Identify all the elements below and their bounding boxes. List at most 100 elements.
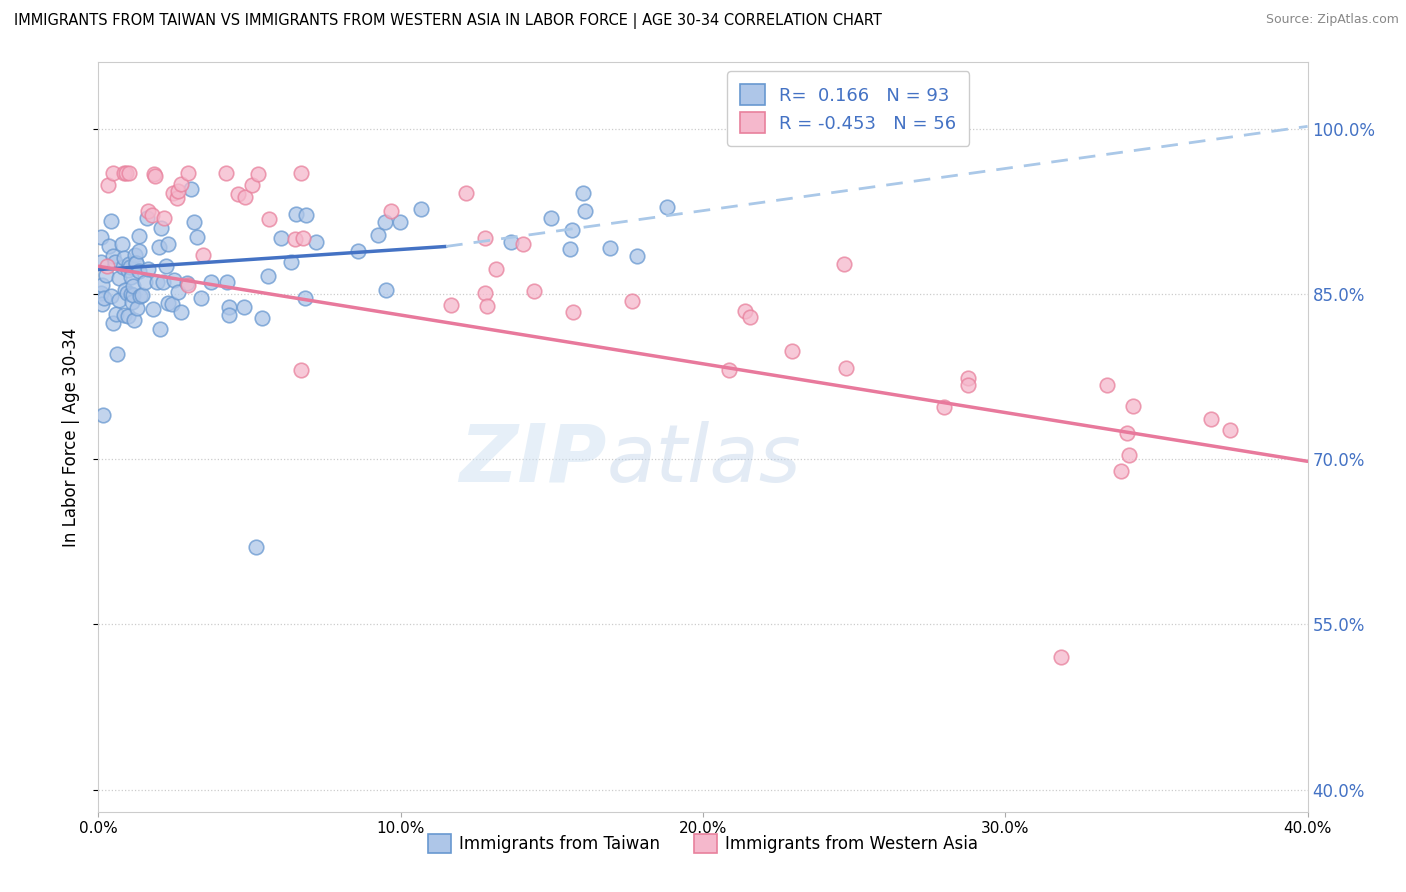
Point: [1116, 426, 1139, 441]
Point: [186, 229, 208, 244]
Point: [91, 277, 114, 292]
Point: [454, 186, 477, 200]
Point: [246, 167, 269, 181]
Point: [374, 215, 396, 229]
Point: [167, 184, 190, 198]
Point: [599, 241, 621, 255]
Point: [295, 208, 318, 222]
Point: [104, 255, 127, 269]
Point: [292, 231, 315, 245]
Point: [932, 401, 955, 415]
Point: [93, 291, 115, 305]
Point: [101, 249, 124, 263]
Point: [367, 228, 389, 243]
Point: [217, 275, 239, 289]
Point: [474, 285, 496, 300]
Point: [1049, 650, 1071, 665]
Point: [176, 276, 198, 290]
Point: [142, 167, 165, 181]
Point: [157, 296, 180, 310]
Point: [734, 304, 756, 318]
Point: [111, 236, 134, 251]
Point: [956, 371, 979, 385]
Point: [120, 287, 142, 301]
Point: [290, 166, 312, 180]
Point: [226, 187, 249, 202]
Point: [91, 297, 114, 311]
Point: [124, 247, 146, 261]
Point: [501, 235, 523, 250]
Point: [105, 307, 128, 321]
Point: [294, 291, 316, 305]
Point: [835, 360, 858, 375]
Point: [142, 301, 165, 316]
Text: ZIP: ZIP: [458, 420, 606, 499]
Point: [1095, 378, 1118, 392]
Point: [149, 321, 172, 335]
Point: [215, 166, 238, 180]
Point: [475, 300, 498, 314]
Point: [780, 343, 803, 358]
Point: [191, 248, 214, 262]
Point: [155, 259, 177, 273]
Point: [621, 294, 644, 309]
Point: [1201, 412, 1223, 426]
Point: [280, 255, 302, 269]
Point: [122, 279, 145, 293]
Point: [143, 169, 166, 183]
Point: [1118, 449, 1140, 463]
Point: [561, 223, 583, 237]
Point: [170, 305, 193, 319]
Point: [218, 308, 240, 322]
Point: [180, 181, 202, 195]
Point: [560, 242, 582, 256]
Point: [290, 363, 312, 377]
Point: [156, 237, 179, 252]
Text: Source: ZipAtlas.com: Source: ZipAtlas.com: [1265, 13, 1399, 27]
Point: [256, 268, 278, 283]
Point: [160, 297, 183, 311]
Point: [118, 257, 141, 271]
Point: [740, 310, 762, 324]
Point: [484, 262, 506, 277]
Point: [655, 200, 678, 214]
Point: [347, 244, 370, 258]
Y-axis label: In Labor Force | Age 30-34: In Labor Force | Age 30-34: [62, 327, 80, 547]
Point: [121, 295, 143, 310]
Point: [134, 276, 156, 290]
Point: [114, 283, 136, 297]
Point: [561, 305, 583, 319]
Point: [190, 291, 212, 305]
Point: [177, 166, 200, 180]
Point: [250, 311, 273, 326]
Point: [200, 276, 222, 290]
Point: [101, 316, 124, 330]
Point: [440, 298, 463, 312]
Point: [108, 293, 131, 308]
Point: [90, 230, 112, 244]
Point: [105, 346, 128, 360]
Point: [832, 258, 855, 272]
Point: [91, 408, 114, 422]
Point: [1109, 464, 1132, 478]
Point: [136, 203, 159, 218]
Point: [149, 221, 172, 235]
Point: [114, 166, 136, 180]
Point: [152, 275, 174, 289]
Point: [1122, 399, 1144, 413]
Point: [100, 289, 122, 303]
Point: [118, 166, 141, 180]
Point: [177, 278, 200, 293]
Point: [96, 268, 118, 282]
Point: [118, 260, 141, 274]
Point: [112, 251, 135, 265]
Point: [98, 239, 121, 253]
Point: [270, 231, 292, 245]
Point: [245, 541, 267, 555]
Point: [411, 202, 433, 216]
Point: [233, 189, 256, 203]
Point: [90, 285, 112, 300]
Point: [131, 287, 153, 301]
Point: [128, 264, 150, 278]
Point: [128, 228, 150, 243]
